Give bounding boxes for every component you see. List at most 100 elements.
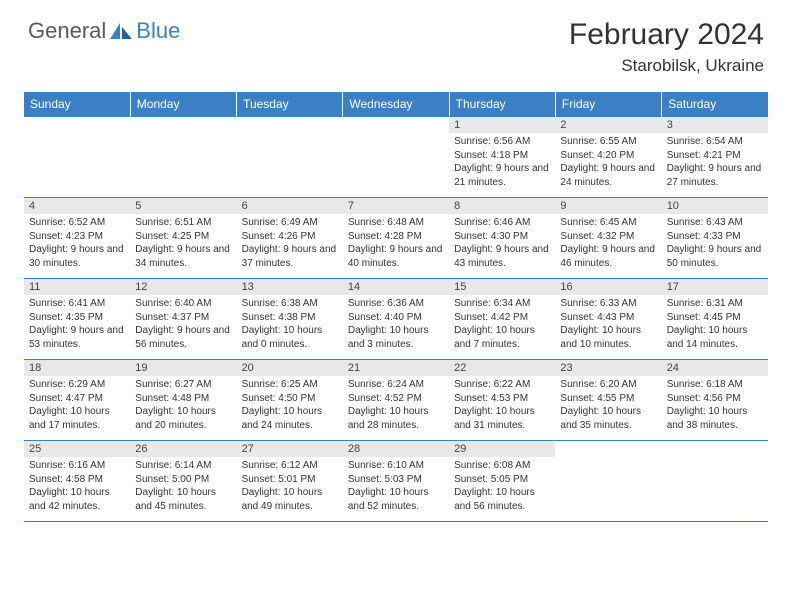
logo-sail-icon <box>110 23 132 39</box>
daylight-text: Daylight: 9 hours and 40 minutes. <box>348 243 444 270</box>
day-detail: Sunrise: 6:46 AMSunset: 4:30 PMDaylight:… <box>449 214 555 278</box>
day-number: 10 <box>662 198 768 214</box>
calendar-week-row: 11Sunrise: 6:41 AMSunset: 4:35 PMDayligh… <box>24 279 768 360</box>
day-detail: Sunrise: 6:36 AMSunset: 4:40 PMDaylight:… <box>343 295 449 359</box>
sunrise-text: Sunrise: 6:33 AM <box>560 297 656 311</box>
day-detail <box>24 133 130 195</box>
sunrise-text: Sunrise: 6:24 AM <box>348 378 444 392</box>
sunset-text: Sunset: 4:48 PM <box>135 392 231 406</box>
month-title: February 2024 <box>569 18 764 52</box>
sunset-text: Sunset: 4:37 PM <box>135 311 231 325</box>
calendar-day-cell: 27Sunrise: 6:12 AMSunset: 5:01 PMDayligh… <box>237 441 343 522</box>
day-detail: Sunrise: 6:14 AMSunset: 5:00 PMDaylight:… <box>130 457 236 521</box>
sunrise-text: Sunrise: 6:34 AM <box>454 297 550 311</box>
day-detail: Sunrise: 6:08 AMSunset: 5:05 PMDaylight:… <box>449 457 555 521</box>
day-number: 20 <box>237 360 343 376</box>
sunset-text: Sunset: 5:05 PM <box>454 473 550 487</box>
weekday-friday: Friday <box>555 92 661 117</box>
day-number: 19 <box>130 360 236 376</box>
calendar-day-cell: 22Sunrise: 6:22 AMSunset: 4:53 PMDayligh… <box>449 360 555 441</box>
sunrise-text: Sunrise: 6:55 AM <box>560 135 656 149</box>
day-number <box>343 117 449 133</box>
day-detail: Sunrise: 6:27 AMSunset: 4:48 PMDaylight:… <box>130 376 236 440</box>
daylight-text: Daylight: 9 hours and 37 minutes. <box>242 243 338 270</box>
sunset-text: Sunset: 4:21 PM <box>667 149 763 163</box>
sunrise-text: Sunrise: 6:27 AM <box>135 378 231 392</box>
day-detail: Sunrise: 6:24 AMSunset: 4:52 PMDaylight:… <box>343 376 449 440</box>
calendar-day-cell: 5Sunrise: 6:51 AMSunset: 4:25 PMDaylight… <box>130 198 236 279</box>
weekday-sunday: Sunday <box>24 92 130 117</box>
day-detail: Sunrise: 6:40 AMSunset: 4:37 PMDaylight:… <box>130 295 236 359</box>
day-number: 27 <box>237 441 343 457</box>
sunset-text: Sunset: 4:18 PM <box>454 149 550 163</box>
sunrise-text: Sunrise: 6:49 AM <box>242 216 338 230</box>
day-number: 4 <box>24 198 130 214</box>
sunset-text: Sunset: 4:38 PM <box>242 311 338 325</box>
daylight-text: Daylight: 10 hours and 56 minutes. <box>454 486 550 513</box>
day-number: 2 <box>555 117 661 133</box>
calendar-day-cell: 12Sunrise: 6:40 AMSunset: 4:37 PMDayligh… <box>130 279 236 360</box>
calendar-day-cell: 14Sunrise: 6:36 AMSunset: 4:40 PMDayligh… <box>343 279 449 360</box>
day-detail: Sunrise: 6:29 AMSunset: 4:47 PMDaylight:… <box>24 376 130 440</box>
daylight-text: Daylight: 9 hours and 24 minutes. <box>560 162 656 189</box>
daylight-text: Daylight: 10 hours and 20 minutes. <box>135 405 231 432</box>
calendar-day-cell <box>662 441 768 522</box>
sunset-text: Sunset: 4:40 PM <box>348 311 444 325</box>
day-number: 17 <box>662 279 768 295</box>
sunset-text: Sunset: 4:53 PM <box>454 392 550 406</box>
sunrise-text: Sunrise: 6:10 AM <box>348 459 444 473</box>
sunrise-text: Sunrise: 6:08 AM <box>454 459 550 473</box>
day-number: 28 <box>343 441 449 457</box>
sunset-text: Sunset: 4:43 PM <box>560 311 656 325</box>
calendar-day-cell: 25Sunrise: 6:16 AMSunset: 4:58 PMDayligh… <box>24 441 130 522</box>
calendar-day-cell: 8Sunrise: 6:46 AMSunset: 4:30 PMDaylight… <box>449 198 555 279</box>
day-detail: Sunrise: 6:22 AMSunset: 4:53 PMDaylight:… <box>449 376 555 440</box>
daylight-text: Daylight: 10 hours and 17 minutes. <box>29 405 125 432</box>
sunrise-text: Sunrise: 6:12 AM <box>242 459 338 473</box>
day-number: 3 <box>662 117 768 133</box>
daylight-text: Daylight: 9 hours and 27 minutes. <box>667 162 763 189</box>
day-number: 23 <box>555 360 661 376</box>
sunrise-text: Sunrise: 6:36 AM <box>348 297 444 311</box>
daylight-text: Daylight: 9 hours and 30 minutes. <box>29 243 125 270</box>
calendar-day-cell: 21Sunrise: 6:24 AMSunset: 4:52 PMDayligh… <box>343 360 449 441</box>
sunrise-text: Sunrise: 6:14 AM <box>135 459 231 473</box>
day-number: 21 <box>343 360 449 376</box>
daylight-text: Daylight: 10 hours and 14 minutes. <box>667 324 763 351</box>
weekday-header-row: Sunday Monday Tuesday Wednesday Thursday… <box>24 92 768 117</box>
daylight-text: Daylight: 10 hours and 49 minutes. <box>242 486 338 513</box>
sunrise-text: Sunrise: 6:48 AM <box>348 216 444 230</box>
sunset-text: Sunset: 4:23 PM <box>29 230 125 244</box>
calendar-day-cell: 29Sunrise: 6:08 AMSunset: 5:05 PMDayligh… <box>449 441 555 522</box>
weekday-saturday: Saturday <box>662 92 768 117</box>
day-detail: Sunrise: 6:31 AMSunset: 4:45 PMDaylight:… <box>662 295 768 359</box>
sunrise-text: Sunrise: 6:22 AM <box>454 378 550 392</box>
day-detail: Sunrise: 6:10 AMSunset: 5:03 PMDaylight:… <box>343 457 449 521</box>
day-number: 16 <box>555 279 661 295</box>
day-number: 15 <box>449 279 555 295</box>
sunset-text: Sunset: 4:35 PM <box>29 311 125 325</box>
calendar-day-cell <box>237 117 343 198</box>
daylight-text: Daylight: 10 hours and 38 minutes. <box>667 405 763 432</box>
day-number: 14 <box>343 279 449 295</box>
day-number <box>555 441 661 457</box>
calendar-day-cell <box>343 117 449 198</box>
calendar-day-cell: 7Sunrise: 6:48 AMSunset: 4:28 PMDaylight… <box>343 198 449 279</box>
calendar-day-cell: 28Sunrise: 6:10 AMSunset: 5:03 PMDayligh… <box>343 441 449 522</box>
sunset-text: Sunset: 4:28 PM <box>348 230 444 244</box>
sunset-text: Sunset: 5:00 PM <box>135 473 231 487</box>
day-number: 22 <box>449 360 555 376</box>
day-detail: Sunrise: 6:33 AMSunset: 4:43 PMDaylight:… <box>555 295 661 359</box>
calendar-day-cell: 23Sunrise: 6:20 AMSunset: 4:55 PMDayligh… <box>555 360 661 441</box>
daylight-text: Daylight: 10 hours and 31 minutes. <box>454 405 550 432</box>
day-detail: Sunrise: 6:54 AMSunset: 4:21 PMDaylight:… <box>662 133 768 197</box>
day-number: 12 <box>130 279 236 295</box>
weekday-wednesday: Wednesday <box>343 92 449 117</box>
sunrise-text: Sunrise: 6:40 AM <box>135 297 231 311</box>
sunset-text: Sunset: 4:26 PM <box>242 230 338 244</box>
daylight-text: Daylight: 10 hours and 28 minutes. <box>348 405 444 432</box>
calendar-day-cell: 18Sunrise: 6:29 AMSunset: 4:47 PMDayligh… <box>24 360 130 441</box>
day-detail <box>662 457 768 519</box>
sunset-text: Sunset: 4:30 PM <box>454 230 550 244</box>
daylight-text: Daylight: 9 hours and 34 minutes. <box>135 243 231 270</box>
